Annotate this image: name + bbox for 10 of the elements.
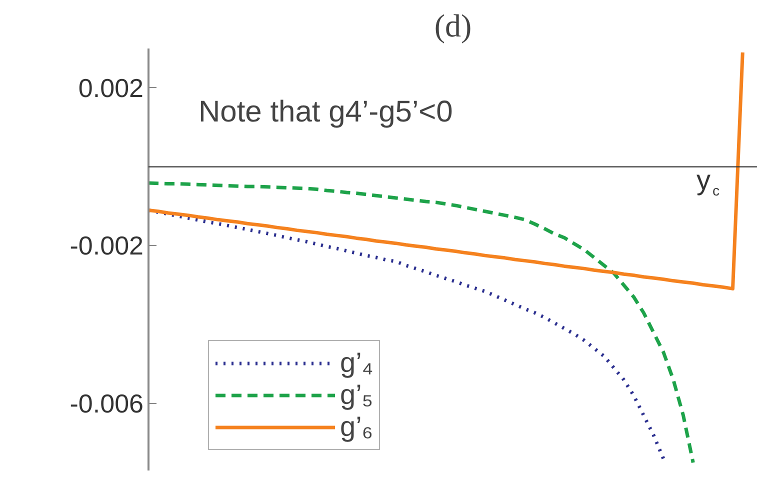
y-tick-label: -0.006 bbox=[70, 388, 144, 418]
legend-label: g’₆ bbox=[340, 411, 374, 443]
line-series bbox=[148, 181, 695, 464]
y-tick-label: -0.002 bbox=[70, 230, 144, 261]
annotation: Note that g4’-g5’<0 bbox=[198, 96, 453, 128]
legend-label: g’₄ bbox=[340, 347, 374, 379]
chart-title: (d) bbox=[434, 8, 472, 44]
legend-label: g’₅ bbox=[340, 379, 374, 411]
line-series bbox=[148, 50, 744, 290]
y-tick-label: 0.002 bbox=[78, 72, 144, 103]
